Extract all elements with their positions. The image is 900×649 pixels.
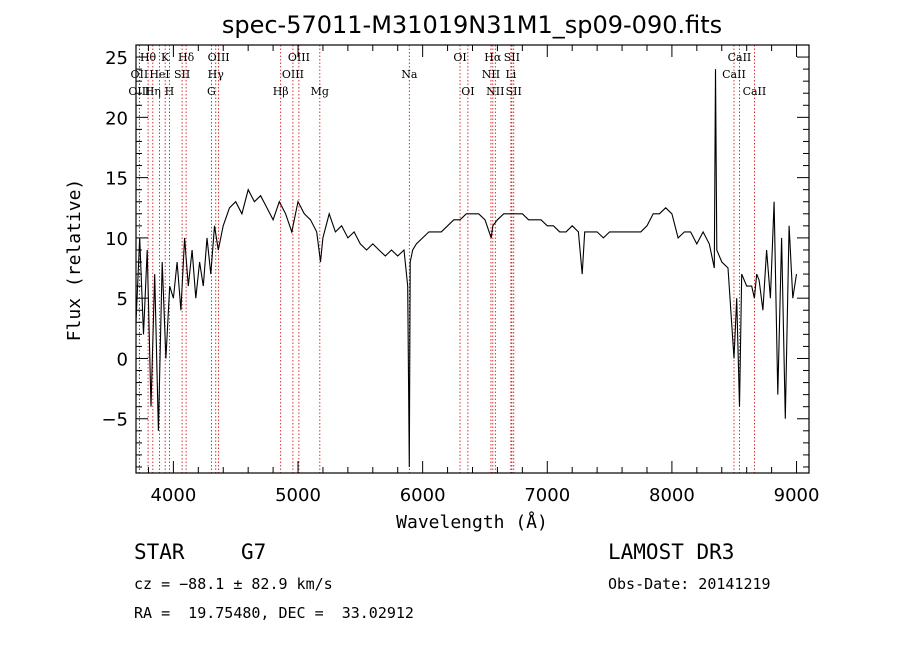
spectral-line-label: Hδ <box>178 51 195 64</box>
spectral-line-label: K <box>161 51 170 64</box>
spectral-line-label: SII <box>174 68 190 81</box>
x-tick-label: 5000 <box>275 485 321 506</box>
spectral-line-label: Mg <box>311 85 329 98</box>
y-tick-label: 20 <box>105 108 128 129</box>
x-axis-label: Wavelength (Å) <box>396 511 548 533</box>
spectral-line-label: Na <box>401 68 418 81</box>
flux-series-line <box>135 69 798 468</box>
y-tick-label: 0 <box>117 349 128 370</box>
spectral-line-label: Hβ <box>273 85 289 98</box>
spectral-line-label: Hγ <box>208 68 225 81</box>
chart-title: spec-57011-M31019N31M1_sp09-090.fits <box>222 11 722 39</box>
spectral-line-label: Hη <box>145 85 161 98</box>
spectral-line-markers <box>138 45 755 473</box>
x-tick-label: 6000 <box>400 485 446 506</box>
spectral-line-label: HeI <box>149 68 169 81</box>
spectral-line-label: CaII <box>728 51 752 64</box>
spectral-line-label: CaII <box>722 68 746 81</box>
spectral-line-label: Hα <box>484 51 502 64</box>
spectral-line-labels: Hθ OII OIII K HeI Hη Hδ SII H OIII Hγ G OIII OIII Hβ Mg… <box>128 51 766 98</box>
spectral-line-label: OI <box>461 85 474 98</box>
y-tick-label: −5 <box>101 410 128 431</box>
x-tick-label: 9000 <box>774 485 820 506</box>
spectral-line-label: OIII <box>208 51 230 64</box>
plot-frame <box>135 44 810 474</box>
survey-name: LAMOST DR3 <box>608 540 735 564</box>
y-tick-label: 10 <box>105 229 128 250</box>
observation-date: Obs-Date: 20141219 <box>608 575 771 593</box>
spectral-line-label: NII <box>482 68 500 81</box>
x-tick-label: 7000 <box>524 485 570 506</box>
spectral-line-label: SII <box>504 51 520 64</box>
spectral-line-label: SII <box>506 85 522 98</box>
x-tick-label: 8000 <box>649 485 695 506</box>
spectral-line-label: OII <box>131 68 149 81</box>
spectral-line-label: OIII <box>288 51 310 64</box>
y-tick-label: 15 <box>105 169 128 190</box>
object-subclass: G7 <box>241 540 267 564</box>
y-axis-label: Flux (relative) <box>64 179 85 342</box>
spectral-line-label: OI <box>453 51 466 64</box>
spectral-line-label: CaII <box>743 85 767 98</box>
spectral-line-label: OIII <box>128 85 150 98</box>
x-tick-label: 4000 <box>150 485 196 506</box>
spectral-line-label: Hθ <box>140 51 157 64</box>
coordinates: RA = 19.75480, DEC = 33.02912 <box>134 604 414 622</box>
y-axis-ticks: −5 0 5 10 15 20 25 <box>101 44 809 468</box>
spectral-line-label: H <box>165 85 175 98</box>
spectral-line-label: OIII <box>282 68 304 81</box>
y-tick-label: 5 <box>117 289 128 310</box>
spectral-line-label: G <box>207 85 216 98</box>
redshift-cz: cz = −88.1 ± 82.9 km/s <box>134 575 333 593</box>
x-axis-ticks: 4000 5000 6000 7000 8000 9000 <box>147 45 820 506</box>
spectral-line-label: Li <box>505 68 516 81</box>
y-tick-label: 25 <box>105 48 128 69</box>
object-class: STAR <box>134 540 185 564</box>
spectral-line-label: NII <box>486 85 504 98</box>
